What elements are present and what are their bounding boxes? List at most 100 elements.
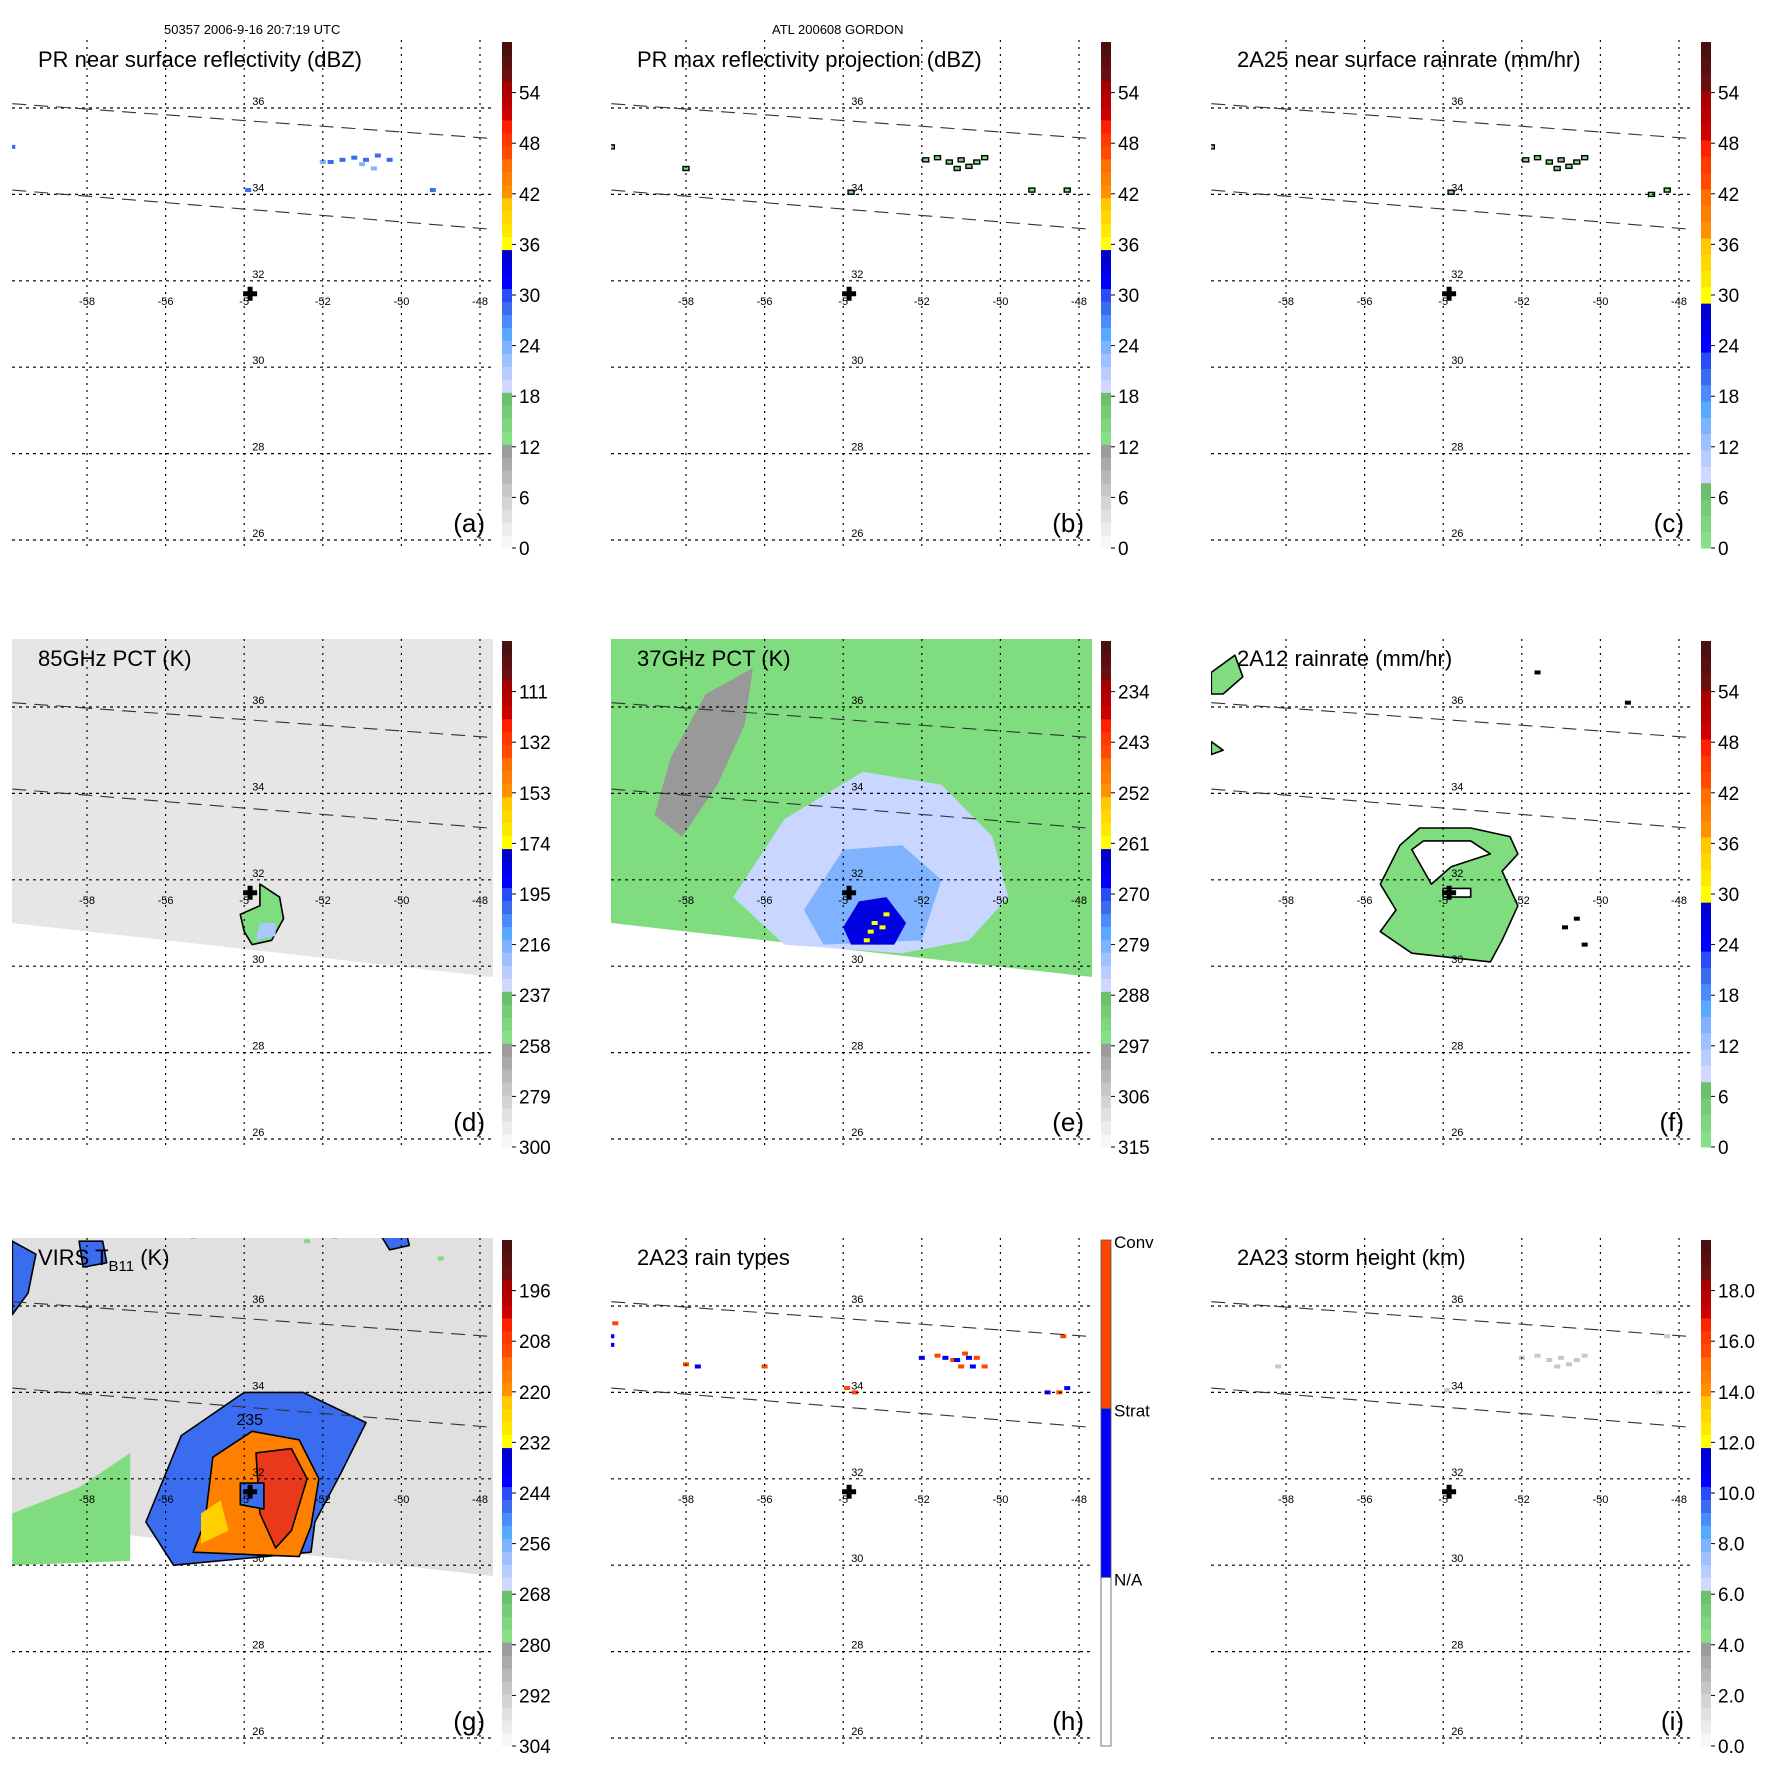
precip-region [12,1240,37,1316]
lat-tick-label: 26 [1451,528,1463,540]
lat-tick-label: 32 [252,1467,264,1479]
colorbar-swatch [502,900,512,914]
colorbar-swatch [502,718,512,733]
colorbar-swatch [1701,1694,1711,1708]
colorbar-swatch [1701,967,1711,985]
colorbar: 111 132 153 174 195 216 237 258 279 300 [502,641,551,1159]
colorbar-swatch [1701,90,1711,108]
data-pixel [922,157,930,163]
colorbar-swatch [502,835,512,850]
panel-e: 36 34 32 30 28 26 -58 -56 -5 -52 -50 -48 37GHz PCT (… [611,639,1150,1159]
colorbar-tick-label: 54 [1718,683,1740,704]
pr-swath-edge [12,103,488,139]
colorbar-swatch [1101,249,1111,264]
colorbar-swatch [502,653,512,668]
data-pixel [245,188,252,193]
colorbar-swatch [1101,93,1111,108]
colorbar-swatch [1100,1408,1112,1578]
lon-tick-label: -48 [1071,296,1087,308]
lon-tick-label: -48 [1671,1494,1687,1506]
colorbar-tick-label: 18 [1718,986,1739,1007]
colorbar-swatch [1100,1239,1112,1410]
colorbar-tick-label: 16.0 [1718,1332,1755,1353]
colorbar-swatch [502,327,512,341]
colorbar-swatch [502,496,512,510]
colorbar-tick-label: 220 [519,1383,551,1404]
colorbar-swatch [1701,853,1711,871]
storm-center-plus-icon [243,885,258,900]
lat-tick-label: 36 [252,1294,264,1306]
colorbar-swatch [502,1538,512,1552]
lon-tick-label: -48 [472,1494,488,1506]
colorbar-swatch [1101,1030,1111,1044]
colorbar-swatch [1701,1525,1711,1539]
storm-center-plus-icon [1442,1484,1457,1499]
lat-tick-label: 36 [851,1294,863,1306]
colorbar-swatch [502,1603,512,1617]
lat-tick-label: 34 [1451,182,1463,194]
data-pixel [950,1358,957,1362]
colorbar-swatch [1101,301,1111,315]
data-pixel [942,1355,949,1360]
colorbar-swatch [1101,705,1111,720]
data-pixel [1581,1353,1588,1358]
lat-tick-label: 28 [1451,1041,1463,1053]
colorbar-swatch [1701,172,1711,190]
lat-tick-label: 30 [252,1553,264,1565]
pr-swath-edge [1211,788,1687,829]
pr-swath-edge [611,702,1087,738]
lon-tick-label: -58 [678,296,694,308]
data-pixel [851,1390,858,1395]
lat-tick-label: 28 [252,442,264,454]
colorbar-tick-label: 292 [519,1686,551,1707]
colorbar-swatch [502,314,512,328]
lat-tick-label: 30 [1451,355,1463,367]
data-pixel [954,1358,961,1362]
lon-tick-label: -56 [158,296,174,308]
colorbar-tick-label: 132 [519,733,551,754]
colorbar-tick-label: 8.0 [1718,1535,1744,1556]
colorbar-swatch [1101,262,1111,277]
colorbar-swatch [502,783,512,798]
colorbar-swatch [1101,978,1111,992]
colorbar-tick-label: 6 [1718,1087,1729,1108]
colorbar-tick-label: 18 [1718,387,1739,408]
colorbar-swatch [502,1694,512,1708]
lat-tick-label: 30 [851,355,863,367]
colorbar-swatch [502,1499,512,1513]
lat-tick-label: 32 [851,868,863,880]
pr-swath-edge [1211,1301,1687,1337]
colorbar-swatch [1701,482,1711,500]
panel-label: (c) [1654,508,1684,538]
colorbar-swatch [502,1252,512,1267]
storm-center-plus-icon [842,1484,857,1499]
colorbar-swatch [1101,1069,1111,1083]
colorbar-swatch [1101,288,1111,302]
colorbar-swatch [1101,470,1111,484]
colorbar-swatch [502,1486,512,1500]
colorbar: 54 48 42 36 30 24 18 12 6 0 [1101,42,1140,560]
colorbar-swatch [1701,1382,1711,1397]
colorbar-swatch [502,392,512,406]
colorbar-swatch [1101,1056,1111,1070]
colorbar-swatch [502,1304,512,1319]
colorbar-swatch [1101,496,1111,510]
lat-tick-label: 32 [1451,1467,1463,1479]
lat-tick-label: 26 [252,528,264,540]
lat-tick-label: 26 [851,528,863,540]
lat-tick-label: 32 [851,1467,863,1479]
colorbar-swatch [502,509,512,523]
colorbar-swatch [502,483,512,497]
colorbar-swatch [502,119,512,134]
colorbar-swatch [502,145,512,160]
colorbar-swatch [1701,156,1711,174]
colorbar-tick-label: 36 [1118,235,1139,256]
plot-area [1275,1334,1671,1395]
lat-tick-label: 36 [1451,1294,1463,1306]
colorbar-swatch [502,431,512,445]
pr-swath-edge [1211,1387,1687,1428]
colorbar-swatch [502,405,512,419]
colorbar-swatch [1701,902,1711,919]
colorbar-swatch [502,1240,512,1254]
colorbar-swatch [502,457,512,471]
